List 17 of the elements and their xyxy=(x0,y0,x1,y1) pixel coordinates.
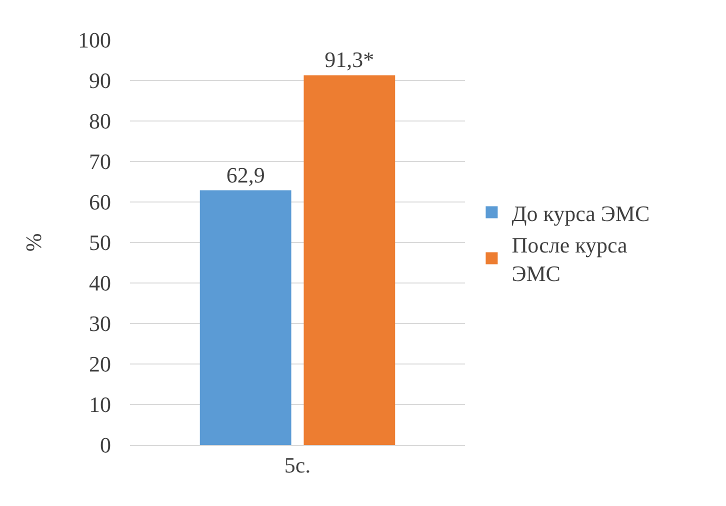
y-tick-label: 40 xyxy=(89,270,111,296)
y-axis-title: % xyxy=(20,233,46,252)
data-label: 91,3* xyxy=(324,47,374,72)
y-tick-label: 80 xyxy=(89,108,111,134)
legend-label: До курса ЭМС xyxy=(512,200,650,226)
y-tick-label: 20 xyxy=(89,352,111,377)
y-tick-label: 30 xyxy=(89,311,111,336)
x-tick-label: 5с. xyxy=(284,452,311,478)
data-label: 62,9 xyxy=(226,162,265,188)
legend-label: После курса ЭМС xyxy=(512,232,628,286)
y-tick-label: 0 xyxy=(100,432,111,458)
y-tick-label: 60 xyxy=(89,190,111,215)
y-tick-label: 10 xyxy=(89,392,111,418)
y-tick-label: 50 xyxy=(89,230,111,256)
y-tick-label: 70 xyxy=(89,149,111,174)
y-tick-label: 90 xyxy=(89,68,111,94)
y-tick-label: 100 xyxy=(78,28,111,53)
